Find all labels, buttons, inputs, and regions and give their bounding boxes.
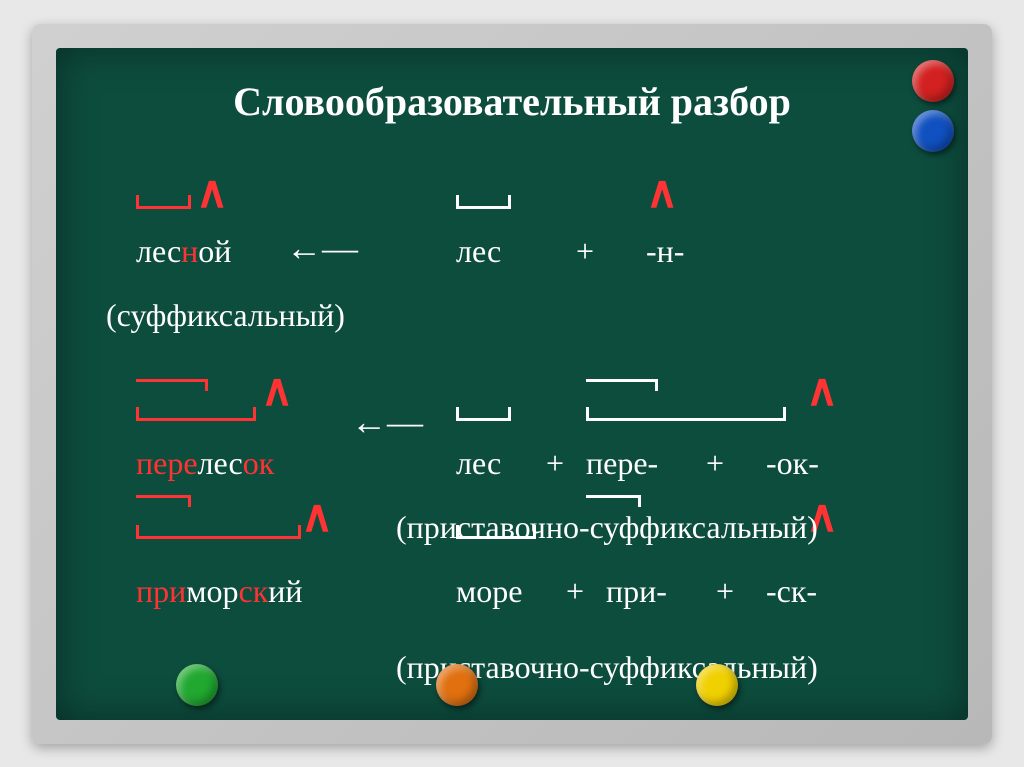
word-1: лесной — [136, 229, 231, 274]
prefix-mark-icon — [586, 495, 641, 507]
magnet-blue — [912, 110, 954, 152]
root-bracket-icon — [136, 195, 191, 209]
plus-sign: + — [546, 441, 564, 486]
magnet-red — [912, 60, 954, 102]
word-suffix: ск — [239, 573, 269, 609]
magnet-orange — [436, 664, 478, 706]
affix-1: пере- — [586, 441, 658, 486]
arrow-left-icon: ←— — [351, 397, 423, 447]
method-label: (приставочно-суффиксальный) — [396, 505, 818, 550]
suffix-hat-icon: ∧ — [806, 369, 838, 413]
slide-content: ∧ ∧ лесной ←— лес + -н- (суффиксальный) — [106, 165, 918, 701]
plus-sign: + — [706, 441, 724, 486]
plus-sign: + — [566, 569, 584, 614]
word-root: лес — [136, 233, 181, 269]
word-prefix: пере — [136, 445, 198, 481]
plus-sign: + — [716, 569, 734, 614]
base-word: лес — [456, 229, 501, 274]
chalkboard-frame: Словообразовательный разбор ∧ ∧ лесной ←… — [32, 24, 992, 744]
suffix-hat-icon: ∧ — [301, 495, 333, 539]
prefix-mark-icon — [136, 495, 191, 507]
magnet-yellow — [696, 664, 738, 706]
word-suffix: ок — [243, 445, 275, 481]
magnet-green — [176, 664, 218, 706]
row-2-marks: ∧ ∧ ←— — [106, 377, 918, 433]
row-2-text: перелесок лес + пере- + -ок- — [106, 441, 918, 497]
word-prefix: при — [136, 573, 186, 609]
row-3-method: (приставочно-суффиксальный) — [106, 645, 918, 701]
word-root: лес — [198, 445, 243, 481]
row-2-method: ∧ ∧ (приставочно-суффиксальный) — [106, 505, 918, 561]
word-ending: ий — [268, 573, 302, 609]
arrow-left-icon: ←— — [286, 223, 358, 273]
base-word: лес — [456, 441, 501, 486]
affix-1: при- — [606, 569, 667, 614]
plus-sign: + — [576, 229, 594, 274]
row-3-text: приморский море + при- + -ск- — [106, 569, 918, 625]
root-bracket-icon — [586, 407, 786, 421]
prefix-mark-icon — [586, 379, 658, 391]
prefix-mark-icon — [136, 379, 208, 391]
word-ending: ой — [198, 233, 231, 269]
suffix-hat-icon: ∧ — [196, 171, 228, 215]
row-1-text: лесной ←— лес + -н- — [106, 229, 918, 285]
word-root: мор — [186, 573, 238, 609]
row-1-marks: ∧ ∧ — [106, 165, 918, 221]
method-label: (суффиксальный) — [106, 293, 345, 338]
affix-2: -ок- — [766, 441, 819, 486]
chalkboard: Словообразовательный разбор ∧ ∧ лесной ←… — [56, 48, 968, 720]
word-2: перелесок — [136, 441, 274, 486]
row-1-method: (суффиксальный) — [106, 293, 918, 349]
suffix-hat-icon: ∧ — [646, 171, 678, 215]
base-word: море — [456, 569, 522, 614]
slide-title: Словообразовательный разбор — [106, 78, 918, 125]
affix-2: -ск- — [766, 569, 817, 614]
root-bracket-icon — [456, 195, 511, 209]
affix: -н- — [646, 229, 684, 274]
root-bracket-icon — [456, 407, 511, 421]
word-3: приморский — [136, 569, 303, 614]
word-suffix: н — [181, 233, 198, 269]
root-bracket-icon — [136, 525, 301, 539]
suffix-hat-icon: ∧ — [261, 369, 293, 413]
root-bracket-icon — [136, 407, 256, 421]
